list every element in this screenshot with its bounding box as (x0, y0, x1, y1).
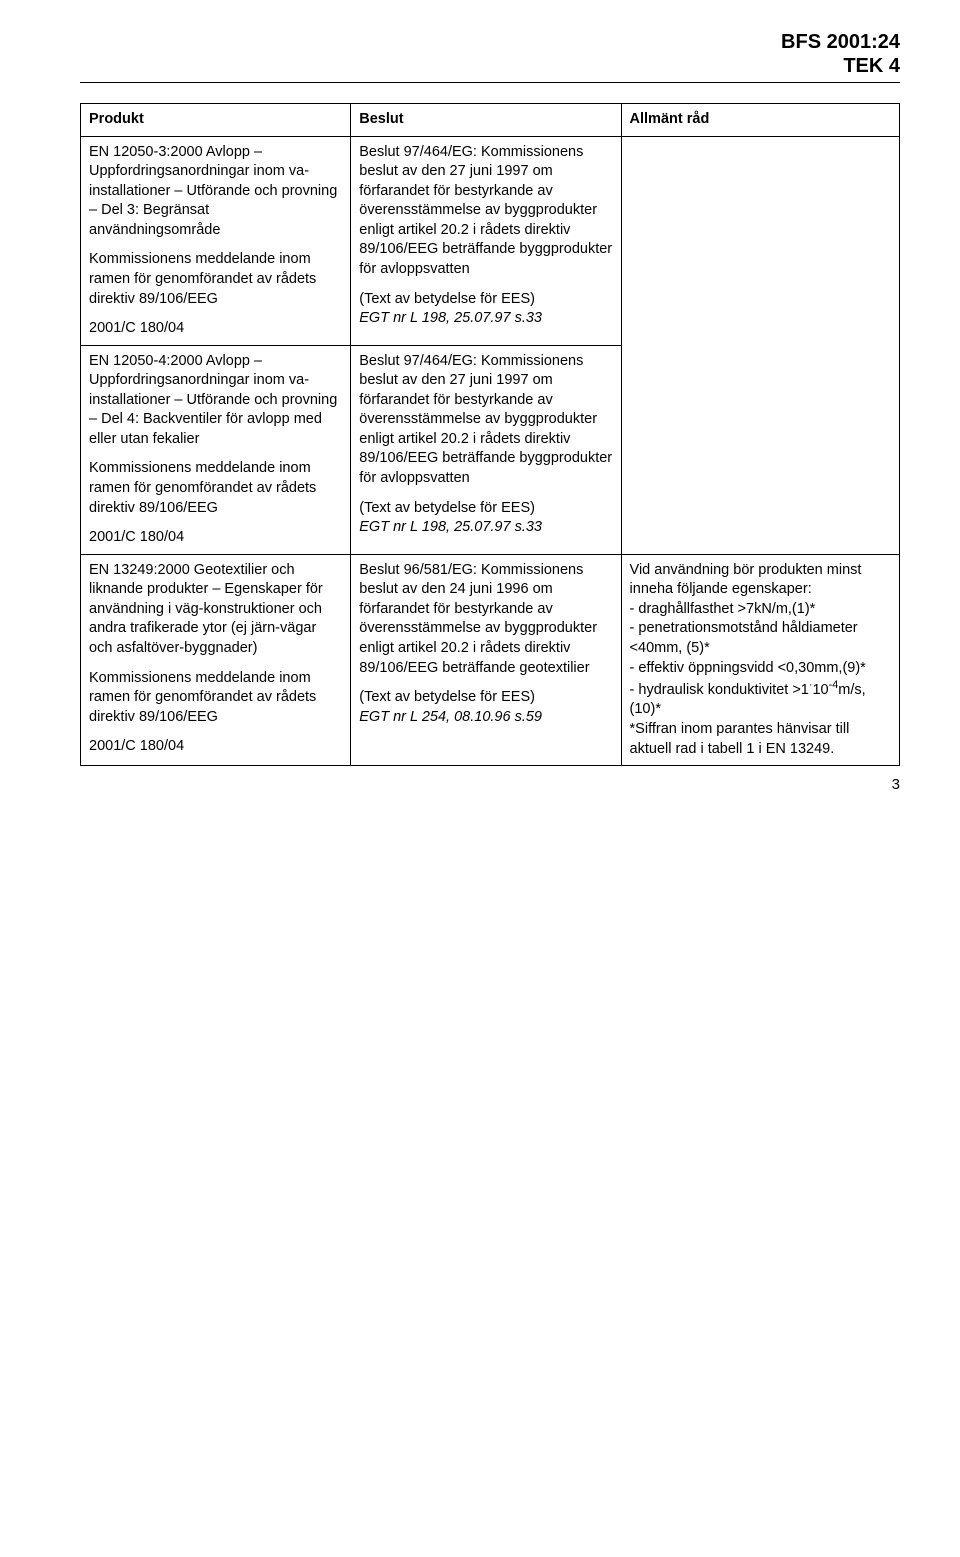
cell-beslut: Beslut 97/464/EG: Kommissionens beslut a… (351, 345, 621, 554)
beslut-text: Beslut 96/581/EG: Kommissionens beslut a… (359, 561, 612, 678)
produkt-title: EN 13249:2000 Geotextilier och liknande … (89, 561, 342, 659)
rad-item: - penetrationsmotstånd håldiameter <40mm… (630, 619, 891, 658)
produkt-ref: 2001/C 180/04 (89, 528, 342, 548)
table-header-row: Produkt Beslut Allmänt råd (81, 104, 900, 137)
beslut-text: Beslut 97/464/EG: Kommissionens beslut a… (359, 352, 612, 489)
cell-beslut: Beslut 96/581/EG: Kommissionens beslut a… (351, 554, 621, 765)
cell-beslut: Beslut 97/464/EG: Kommissionens beslut a… (351, 136, 621, 345)
table-row: EN 13249:2000 Geotextilier och liknande … (81, 554, 900, 765)
produkt-ref: 2001/C 180/04 (89, 737, 342, 757)
page-number: 3 (80, 776, 900, 793)
rad-item-part: - hydraulisk konduktivitet >1 (630, 682, 809, 698)
beslut-egt: EGT nr L 198, 25.07.97 s.33 (359, 518, 612, 538)
th-rad: Allmänt råd (621, 104, 899, 137)
beslut-text: Beslut 97/464/EG: Kommissionens beslut a… (359, 143, 612, 280)
page-header: BFS 2001:24 TEK 4 (80, 30, 900, 83)
beslut-egt: EGT nr L 198, 25.07.97 s.33 (359, 309, 612, 329)
beslut-note: (Text av betydelse för EES) (359, 290, 612, 310)
rad-footnote: *Siffran inom parantes hänvisar till akt… (630, 720, 891, 759)
rad-intro: Vid användning bör produkten minst inneh… (630, 561, 891, 600)
rad-item-part: 10 (812, 682, 828, 698)
rad-item: - effektiv öppningsvidd <0,30mm,(9)* (630, 659, 891, 679)
table-row: EN 12050-3:2000 Avlopp – Uppfordringsano… (81, 136, 900, 345)
cell-produkt: EN 13249:2000 Geotextilier och liknande … (81, 554, 351, 765)
produkt-meddelande: Kommissionens meddelande inom ramen för … (89, 250, 342, 309)
cell-rad-empty (621, 136, 899, 554)
produkt-meddelande: Kommissionens meddelande inom ramen för … (89, 669, 342, 728)
produkt-ref: 2001/C 180/04 (89, 319, 342, 339)
beslut-note: (Text av betydelse för EES) (359, 688, 612, 708)
header-tek: TEK 4 (80, 54, 900, 78)
header-bfs: BFS 2001:24 (80, 30, 900, 54)
rad-item-exp: -4 (829, 679, 839, 691)
beslut-note: (Text av betydelse för EES) (359, 499, 612, 519)
th-produkt: Produkt (81, 104, 351, 137)
th-beslut: Beslut (351, 104, 621, 137)
cell-rad: Vid användning bör produkten minst inneh… (621, 554, 899, 765)
cell-produkt: EN 12050-4:2000 Avlopp – Uppfordringsano… (81, 345, 351, 554)
rad-item: - hydraulisk konduktivitet >1·10-4m/s, (… (630, 678, 891, 720)
produkt-title: EN 12050-3:2000 Avlopp – Uppfordringsano… (89, 143, 342, 241)
rad-item: - draghållfasthet >7kN/m,(1)* (630, 600, 891, 620)
cell-produkt: EN 12050-3:2000 Avlopp – Uppfordringsano… (81, 136, 351, 345)
beslut-egt: EGT nr L 254, 08.10.96 s.59 (359, 708, 612, 728)
produkt-title: EN 12050-4:2000 Avlopp – Uppfordringsano… (89, 352, 342, 450)
regulation-table: Produkt Beslut Allmänt råd EN 12050-3:20… (80, 103, 900, 766)
produkt-meddelande: Kommissionens meddelande inom ramen för … (89, 459, 342, 518)
